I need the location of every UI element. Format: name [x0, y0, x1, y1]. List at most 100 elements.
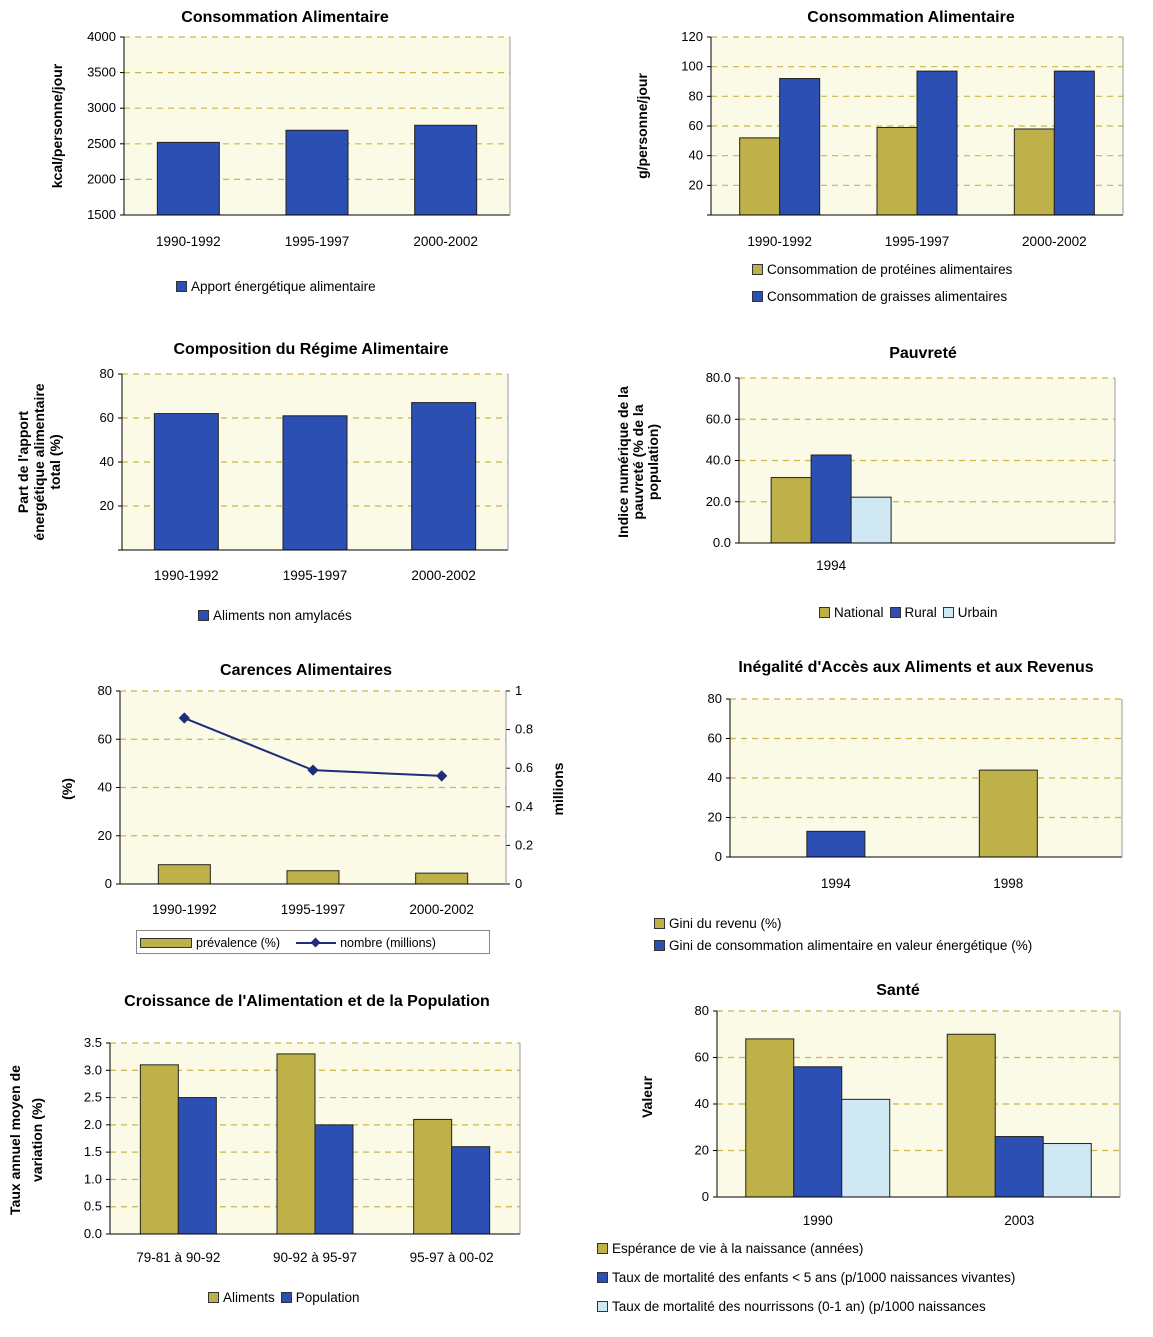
chart-c5: 0 20 40 60 80 1990-1992 1995-1997 2000-2002 0 0.2… — [59, 662, 566, 917]
y-tick-label: 60.0 — [706, 411, 731, 426]
y-tick-label: 40 — [100, 454, 114, 469]
bar — [770, 477, 812, 544]
legend-label: prévalence (%) — [196, 936, 281, 950]
y-tick-label: 100 — [681, 59, 703, 74]
legend-row: Aliments Population — [208, 1290, 366, 1305]
legend-label: Taux de mortalité des nourrissons (0-1 a… — [612, 1299, 986, 1314]
y-tick-label: 20.0 — [706, 494, 731, 509]
legend-label: Rural — [904, 605, 937, 620]
bar — [413, 1118, 453, 1235]
bar — [282, 415, 348, 551]
y-tick-label: 20 — [708, 810, 722, 825]
bar — [806, 830, 866, 858]
legend-swatch — [752, 264, 763, 275]
y-tick-label: 2000 — [87, 171, 116, 186]
y-axis-label-line: pauvreté (% de la — [630, 404, 646, 519]
chart-c4: 0.0 20.0 40.0 60.0 80.0 1994 Pauvreté Indice nu… — [615, 345, 1116, 573]
bar — [946, 1033, 996, 1198]
legend-item: prévalence (%) — [140, 936, 280, 950]
plot-area — [730, 699, 1122, 857]
y-tick-label: 80 — [695, 1003, 709, 1018]
y-axis-label-line: population) — [645, 424, 661, 500]
bar — [139, 1064, 179, 1235]
legend-row: National Rural Urbain — [819, 605, 1004, 620]
y2-tick-label: 0.6 — [515, 760, 533, 775]
y-tick-label: 20 — [100, 498, 114, 513]
bar — [451, 1146, 491, 1235]
legend-swatch — [654, 940, 665, 951]
bar — [779, 78, 821, 216]
legend-label: Espérance de vie à la naissance (années) — [612, 1241, 864, 1256]
line-marker — [436, 770, 448, 782]
y2-tick-label: 0.8 — [515, 722, 533, 737]
x-tick-label: 1994 — [816, 558, 847, 573]
bar — [153, 413, 219, 551]
chart-title: Santé — [876, 982, 920, 999]
y-tick-label: 3000 — [87, 100, 116, 115]
legend-frame — [136, 930, 490, 954]
y-tick-label: 0.0 — [84, 1226, 102, 1241]
bar — [411, 402, 477, 551]
x-tick-label: 2000-2002 — [411, 568, 476, 583]
y-tick-label: 20 — [689, 177, 703, 192]
legend-swatch — [654, 918, 665, 929]
bar — [1042, 1143, 1092, 1198]
legend-label: Consommation de graisses alimentaires — [767, 289, 1008, 304]
y-tick-label: 40 — [708, 770, 722, 785]
legend-item: Urbain — [942, 605, 998, 620]
bar — [876, 126, 918, 216]
y-tick-label: 0 — [702, 1189, 709, 1204]
y-tick-label: 1.5 — [84, 1144, 102, 1159]
x-tick-label: 1990-1992 — [152, 902, 217, 917]
chart-title: Consommation Alimentaire — [807, 9, 1015, 26]
legend-item: Espérance de vie à la naissance (années) — [597, 1241, 863, 1256]
y2-tick-label: 0 — [515, 876, 522, 891]
bar — [156, 141, 220, 216]
y-tick-label: 3500 — [87, 65, 116, 80]
legend-swatch — [176, 281, 187, 292]
legend-item: National — [819, 605, 884, 620]
bar — [314, 1124, 354, 1235]
legend-swatch — [208, 1292, 219, 1303]
legend-swatch — [280, 1292, 292, 1303]
legend-swatch — [597, 1243, 608, 1254]
x-tick-label: 1994 — [821, 876, 852, 891]
chart-c6: 0 20 40 60 80 1994 1998 Inégalité d'Accès aux A… — [708, 659, 1123, 891]
legend-item: Taux de mortalité des enfants < 5 ans (p… — [597, 1270, 1015, 1285]
bar — [994, 1136, 1044, 1198]
legend-label: nombre (millions) — [340, 936, 436, 950]
y-tick-label: 2.0 — [84, 1117, 102, 1132]
y-axis-label-line: total (%) — [47, 434, 63, 489]
y-axis-label: g/personne/jour — [634, 73, 650, 179]
x-tick-label: 1998 — [993, 876, 1023, 891]
y-tick-label: 0 — [715, 849, 722, 864]
line-marker — [178, 712, 190, 724]
chart-c1: 1500 2000 2500 3000 3500 4000 1990-1992 1995-19… — [49, 9, 511, 249]
x-tick-label: 2000-2002 — [409, 902, 474, 917]
chart-c8: 0 20 40 60 80 1990 2003 Santé Valeur — [639, 982, 1121, 1228]
y-tick-label: 20 — [695, 1143, 709, 1158]
x-tick-label: 90-92 à 95-97 — [273, 1250, 357, 1265]
bar — [745, 1038, 795, 1198]
legend-swatch — [819, 607, 830, 618]
y-tick-label: 40.0 — [706, 453, 731, 468]
legend-row: prévalence (%) nombre (millions) — [140, 936, 442, 950]
x-tick-label: 2000-2002 — [1022, 234, 1087, 249]
legend-label: Apport énergétique alimentaire — [191, 279, 376, 294]
y-tick-label: 20 — [98, 828, 112, 843]
y-axis-label-line: variation (%) — [29, 1098, 45, 1182]
y-tick-label: 3.5 — [84, 1035, 102, 1050]
legend-swatch — [942, 607, 954, 618]
legend-row: Taux de mortalité des enfants < 5 ans (p… — [597, 1270, 1021, 1285]
x-tick-label: 1990-1992 — [747, 234, 812, 249]
chart-title: Composition du Régime Alimentaire — [174, 341, 449, 358]
chart-title: Inégalité d'Accès aux Aliments et aux Re… — [738, 659, 1093, 676]
y-tick-label: 4000 — [87, 29, 116, 44]
y-axis-label-line: énergétique alimentaire — [31, 383, 47, 540]
legend-label: Aliments — [223, 1290, 275, 1305]
legend-item: Population — [280, 1290, 360, 1305]
chart-c2: 20 40 60 80 100 120 1990-1992 1995-1997 2000-200… — [634, 9, 1124, 249]
legend-label: National — [834, 605, 884, 620]
y-tick-label: 60 — [98, 731, 112, 746]
legend-item: Aliments non amylacés — [198, 608, 352, 623]
